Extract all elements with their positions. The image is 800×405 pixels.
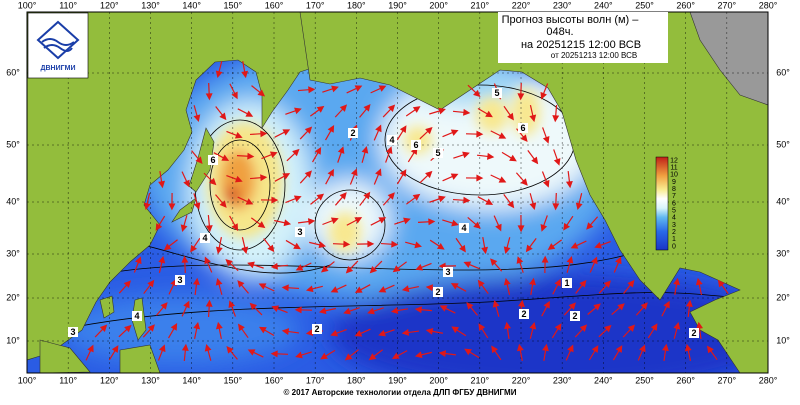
lon-label: 220° — [512, 0, 531, 10]
contour-label: 6 — [520, 123, 525, 133]
colorbar-label: 11 — [670, 165, 677, 172]
lat-label: 40° — [6, 196, 20, 206]
lon-label: 260° — [676, 0, 695, 10]
contour-label: 5 — [494, 88, 499, 98]
colorbar-label: 7 — [672, 193, 676, 200]
lon-label: 240° — [594, 0, 613, 10]
lon-label: 150° — [224, 375, 243, 385]
lat-label: 50° — [6, 139, 20, 149]
title-line: на 20251215 12:00 ВСВ — [521, 39, 641, 51]
contour-label: 6 — [210, 155, 215, 165]
logo-label: ДВНИГМИ — [41, 65, 76, 72]
lat-label: 20° — [776, 292, 790, 302]
colorbar-label: 1 — [672, 236, 676, 243]
lon-label: 260° — [676, 375, 695, 385]
lon-label: 280° — [759, 0, 778, 10]
colorbar-label: 0 — [672, 243, 676, 250]
lon-label: 220° — [512, 375, 531, 385]
lon-label: 160° — [265, 0, 284, 10]
lon-label: 190° — [388, 375, 407, 385]
colorbar-label: 2 — [672, 229, 676, 236]
contour-label: 3 — [70, 327, 75, 337]
colorbar-label: 4 — [672, 215, 676, 222]
colorbar-label: 9 — [672, 179, 676, 186]
lon-label: 120° — [100, 0, 119, 10]
lat-label: 40° — [776, 196, 790, 206]
lat-label: 30° — [776, 248, 790, 258]
lon-label: 140° — [182, 375, 201, 385]
lon-label: 200° — [429, 0, 448, 10]
lon-label: 210° — [471, 0, 490, 10]
lon-label: 170° — [306, 375, 325, 385]
lon-label: 160° — [265, 375, 284, 385]
title-box: Прогноз высоты волн (м) – 048ч. на 20251… — [498, 12, 668, 63]
contour-label: 2 — [572, 311, 577, 321]
lon-label: 250° — [635, 375, 654, 385]
contour-label: 3 — [297, 227, 302, 237]
contour-label: 4 — [461, 223, 466, 233]
lon-label: 100° — [18, 375, 37, 385]
contour-label: 4 — [389, 135, 394, 145]
contour-label: 3 — [445, 267, 450, 277]
lon-label: 230° — [553, 375, 572, 385]
contour-label: 2 — [691, 328, 696, 338]
title-line: Прогноз высоты волн (м) – — [502, 14, 640, 26]
colorbar-label: 5 — [672, 207, 676, 214]
lon-label: 120° — [100, 375, 119, 385]
contour-label: 2 — [314, 324, 319, 334]
contour-label: 3 — [177, 275, 182, 285]
lon-label: 140° — [182, 0, 201, 10]
lon-label: 150° — [224, 0, 243, 10]
contour-label: 6 — [413, 140, 418, 150]
lat-label: 10° — [6, 335, 20, 345]
lon-label: 200° — [429, 375, 448, 385]
colorbar-label: 8 — [672, 186, 676, 193]
lat-label: 30° — [6, 248, 20, 258]
logo: ДВНИГМИ — [28, 13, 88, 78]
lon-label: 170° — [306, 0, 325, 10]
lat-label: 60° — [776, 67, 790, 77]
colorbar-label: 12 — [670, 157, 678, 164]
contour-label: 2 — [521, 309, 526, 319]
contour-label: 4 — [134, 311, 139, 321]
lon-label: 180° — [347, 375, 366, 385]
subtitle: от 20251213 12:00 ВСВ — [551, 51, 637, 60]
lon-label: 240° — [594, 375, 613, 385]
lon-label: 180° — [347, 0, 366, 10]
contour-label: 1 — [564, 278, 569, 288]
title-line: 048ч. — [546, 26, 573, 38]
lat-label: 10° — [776, 335, 790, 345]
lon-label: 130° — [141, 0, 160, 10]
lon-label: 190° — [388, 0, 407, 10]
colorbar-label: 10 — [670, 172, 678, 179]
contour-label: 2 — [435, 287, 440, 297]
colorbar-label: 6 — [672, 200, 676, 207]
lon-label: 230° — [553, 0, 572, 10]
lat-label: 20° — [6, 292, 20, 302]
lon-label: 210° — [471, 375, 490, 385]
copyright: © 2017 Авторские технологии отдела ДЛП Ф… — [284, 388, 517, 397]
colorbar-label: 3 — [672, 222, 676, 229]
lat-label: 60° — [6, 67, 20, 77]
lon-label: 110° — [59, 375, 77, 385]
contour-label: 4 — [202, 233, 207, 243]
lon-label: 100° — [18, 0, 37, 10]
lon-label: 110° — [59, 0, 77, 10]
lat-label: 50° — [776, 139, 790, 149]
lon-label: 270° — [718, 375, 737, 385]
lon-label: 280° — [759, 375, 778, 385]
lon-label: 130° — [141, 375, 160, 385]
lon-label: 250° — [635, 0, 654, 10]
contour-label: 5 — [435, 148, 440, 158]
contour-label: 2 — [350, 128, 355, 138]
lon-label: 270° — [718, 0, 737, 10]
